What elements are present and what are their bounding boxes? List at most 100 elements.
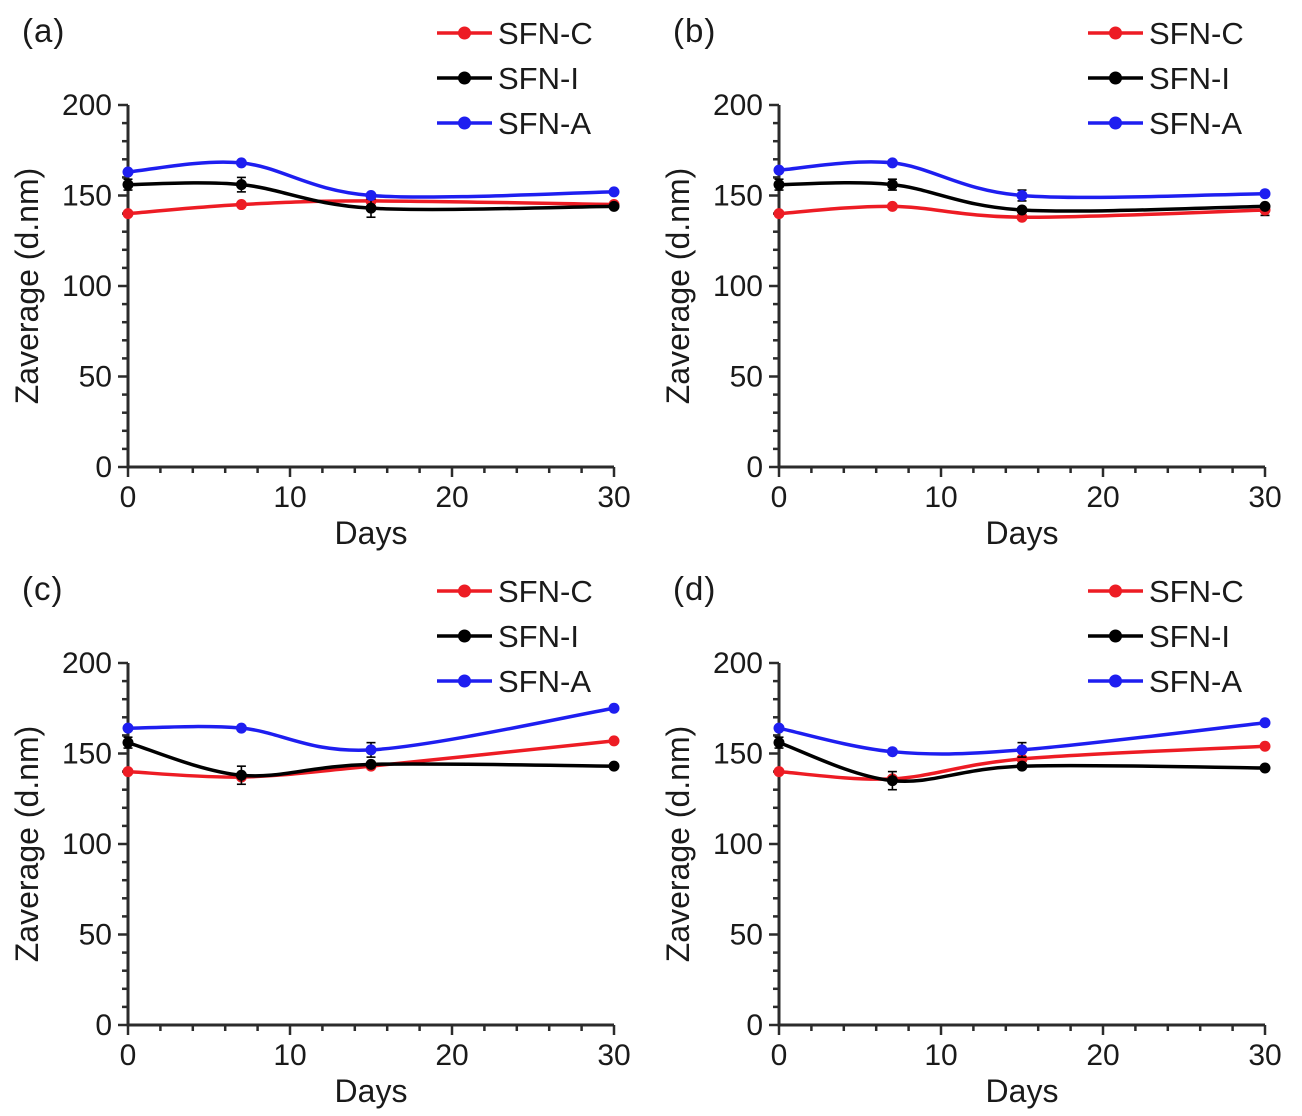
y-tick-label: 200 [62, 647, 112, 680]
x-axis-title: Days [335, 1073, 408, 1109]
series-marker-SFN-A [1259, 188, 1271, 200]
legend-label-SFN-A: SFN-A [498, 106, 591, 141]
series-marker-SFN-C [122, 208, 134, 220]
y-tick-label: 0 [95, 1009, 112, 1042]
legend-label-SFN-C: SFN-C [498, 574, 593, 609]
panel-label-c: (c) [22, 570, 64, 607]
series-marker-SFN-A [773, 722, 785, 734]
series-marker-SFN-I [122, 179, 134, 191]
legend-label-SFN-A: SFN-A [498, 664, 591, 699]
series-marker-SFN-A [122, 166, 134, 178]
y-tick-label: 0 [95, 451, 112, 484]
series-marker-SFN-C [122, 766, 134, 778]
x-tick-label: 30 [1248, 1039, 1281, 1072]
x-tick-label: 30 [597, 1039, 630, 1072]
x-tick-label: 20 [435, 1039, 468, 1072]
series-marker-SFN-I [1259, 762, 1271, 774]
x-tick-label: 10 [273, 1039, 306, 1072]
series-marker-SFN-I [608, 200, 620, 212]
series-marker-SFN-I [886, 775, 898, 787]
y-tick-label: 50 [730, 361, 763, 394]
series-marker-SFN-A [608, 702, 620, 714]
y-tick-label: 200 [713, 647, 763, 680]
chart-a: 0 50 100 150 200 0 10 20 30 Days Zaverage (d.nm) SF… [9, 16, 631, 551]
series-marker-SFN-I [773, 737, 785, 749]
series-marker-SFN-I [365, 202, 377, 214]
panel-label-a: (a) [22, 12, 66, 49]
series-marker-SFN-A [235, 157, 247, 169]
legend-label-SFN-I: SFN-I [1149, 61, 1230, 96]
series-marker-SFN-I [886, 179, 898, 191]
series-marker-SFN-I [1259, 200, 1271, 212]
series-marker-SFN-I [235, 179, 247, 191]
y-tick-label: 150 [713, 738, 763, 771]
series-line-SFN-A [778, 720, 1266, 756]
legend-marker-SFN-A [1109, 674, 1122, 688]
x-tick-label: 0 [771, 1039, 788, 1072]
y-tick-label: 200 [62, 89, 112, 122]
series-line-SFN-I [778, 740, 1266, 783]
series-marker-SFN-A [886, 746, 898, 758]
chart-b: 0 50 100 150 200 0 10 20 30 Days Zaverage (d.nm) SF… [660, 16, 1282, 551]
x-tick-label: 30 [597, 481, 630, 514]
series-marker-SFN-C [886, 200, 898, 212]
legend-label-SFN-C: SFN-C [1149, 574, 1244, 609]
y-tick-label: 100 [713, 270, 763, 303]
y-axis-title: Zaverage (d.nm) [9, 726, 45, 963]
x-tick-label: 30 [1248, 481, 1281, 514]
panel-a: (a) 0 50 100 150 200 0 10 20 30 Days Zaverage (d.n… [0, 0, 651, 558]
y-tick-label: 0 [746, 1009, 763, 1042]
legend-marker-SFN-C [1109, 26, 1122, 40]
series-marker-SFN-A [365, 190, 377, 201]
legend-marker-SFN-I [1109, 629, 1122, 643]
chart-c: 0 50 100 150 200 0 10 20 30 Days Zaverage (d.nm) SF… [9, 574, 631, 1109]
y-axis-title: Zaverage (d.nm) [9, 168, 45, 405]
legend-marker-SFN-I [458, 71, 471, 85]
series-line-SFN-C [127, 739, 615, 779]
legend-label-SFN-I: SFN-I [498, 619, 579, 654]
x-axis-title: Days [986, 1073, 1059, 1109]
series-marker-SFN-I [235, 769, 247, 781]
x-tick-label: 10 [924, 1039, 957, 1072]
legend-marker-SFN-I [458, 629, 471, 643]
series-marker-SFN-I [1016, 760, 1028, 772]
y-tick-label: 100 [62, 270, 112, 303]
y-tick-label: 50 [730, 919, 763, 952]
x-tick-label: 0 [120, 481, 137, 514]
series-marker-SFN-A [608, 186, 620, 198]
legend-label-SFN-I: SFN-I [1149, 619, 1230, 654]
y-tick-label: 100 [713, 828, 763, 861]
series-line-SFN-C [778, 204, 1266, 220]
x-tick-label: 20 [1086, 481, 1119, 514]
legend-marker-SFN-C [1109, 584, 1122, 598]
legend-marker-SFN-A [1109, 116, 1122, 130]
series-line-SFN-I [127, 181, 615, 212]
series-marker-SFN-A [122, 722, 134, 734]
series-line-SFN-A [778, 160, 1266, 200]
series-marker-SFN-A [773, 164, 785, 176]
y-tick-label: 50 [79, 361, 112, 394]
series-marker-SFN-I [365, 758, 377, 770]
y-axis-title: Zaverage (d.nm) [660, 168, 696, 405]
series-line-SFN-A [127, 706, 615, 752]
series-line-SFN-C [778, 744, 1266, 781]
chart-d: 0 50 100 150 200 0 10 20 30 Days Zaverage (d.nm) SF… [660, 574, 1282, 1109]
legend-label-SFN-C: SFN-C [1149, 16, 1244, 51]
series-marker-SFN-C [235, 199, 247, 211]
panel-b: (b) 0 50 100 150 200 0 10 20 30 Days Zaverage (d.n… [651, 0, 1302, 558]
series-marker-SFN-C [773, 766, 785, 778]
series-line-SFN-I [127, 740, 615, 778]
legend-label-SFN-A: SFN-A [1149, 664, 1242, 699]
panel-label-d: (d) [673, 570, 717, 607]
y-axis-title: Zaverage (d.nm) [660, 726, 696, 963]
x-tick-label: 20 [435, 481, 468, 514]
y-tick-label: 0 [746, 451, 763, 484]
series-marker-SFN-I [122, 737, 134, 749]
y-tick-label: 200 [713, 89, 763, 122]
series-marker-SFN-A [1016, 744, 1028, 756]
y-tick-label: 50 [79, 919, 112, 952]
series-line-SFN-I [778, 181, 1266, 213]
series-marker-SFN-I [773, 179, 785, 191]
y-tick-label: 150 [62, 738, 112, 771]
legend-marker-SFN-I [1109, 71, 1122, 85]
